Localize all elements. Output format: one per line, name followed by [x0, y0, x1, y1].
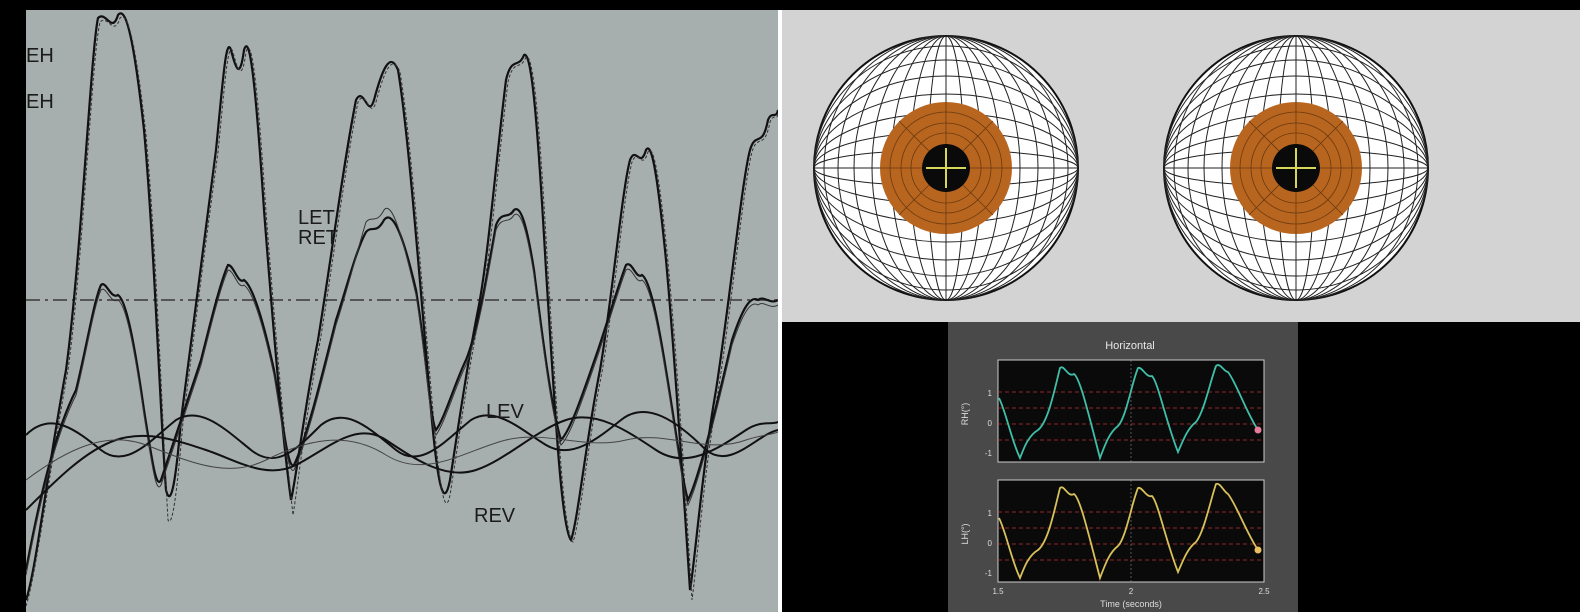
- xtick-1-5: 1.5: [992, 587, 1004, 596]
- eye-model-panel: [782, 10, 1580, 322]
- top-bar: [0, 0, 1580, 10]
- horizontal-plot: Horizontal 1 0 -1 RH(°) 1 0 -1 LH(°) 1.5…: [960, 340, 1270, 609]
- lev-trace: [26, 410, 778, 460]
- right-crosshair-icon: [1276, 148, 1316, 188]
- lh-ylabel: LH(°): [960, 523, 970, 544]
- panel-divider: [778, 10, 782, 612]
- eh-label-1: EH: [26, 45, 54, 67]
- lh-ytick-0: 0: [988, 539, 993, 548]
- lh-ytick-1: 1: [988, 509, 993, 518]
- lh-marker: [1254, 546, 1262, 554]
- let-ret-trace-thin: [26, 207, 778, 576]
- rh-axes: [997, 359, 1265, 463]
- ret-label: RET: [298, 227, 338, 249]
- left-crosshair-icon: [926, 148, 966, 188]
- rh-ylabel: RH(°): [960, 403, 970, 426]
- rh-trace: [998, 364, 1259, 461]
- rh-ytick-neg1: -1: [985, 449, 993, 458]
- let-ret-trace: [26, 207, 778, 571]
- rev-trace: [26, 416, 778, 511]
- eh-trace: [26, 12, 778, 601]
- left-eyeball: [813, 35, 1079, 301]
- lev-trace-thin: [26, 431, 778, 481]
- rh-marker: [1254, 426, 1262, 434]
- plot-title: Horizontal: [1105, 340, 1155, 352]
- rh-ytick-0: 0: [988, 419, 993, 428]
- xtick-2: 2: [1129, 587, 1134, 596]
- rev-label: REV: [474, 505, 516, 527]
- xtick-2-5: 2.5: [1258, 587, 1270, 596]
- right-eyeball: [1163, 35, 1429, 301]
- lh-trace: [998, 482, 1259, 581]
- eye-models: [813, 35, 1429, 301]
- lh-ytick-neg1: -1: [985, 569, 993, 578]
- trace-plot: [26, 12, 778, 607]
- rh-ytick-1: 1: [988, 389, 993, 398]
- eye-trace-panel: EH EH LET RET LEV REV: [26, 10, 778, 612]
- lh-axes: [997, 479, 1265, 583]
- xlabel: Time (seconds): [1100, 599, 1162, 609]
- horizontal-plot-panel: Horizontal 1 0 -1 RH(°) 1 0 -1 LH(°) 1.5…: [948, 322, 1298, 612]
- let-label: LET: [298, 207, 335, 229]
- eh-label-2: EH: [26, 91, 54, 113]
- lev-label: LEV: [486, 401, 524, 423]
